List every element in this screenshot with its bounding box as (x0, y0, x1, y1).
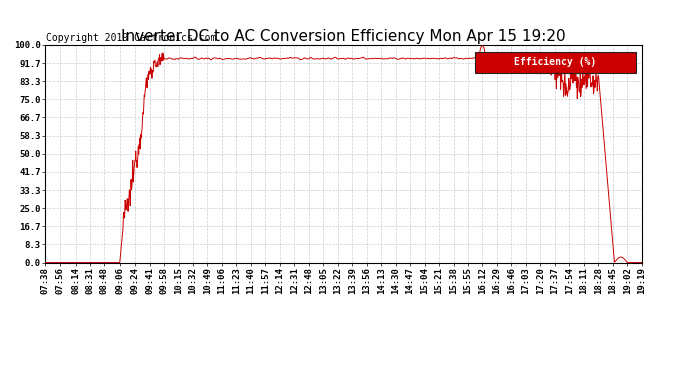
Title: Inverter DC to AC Conversion Efficiency Mon Apr 15 19:20: Inverter DC to AC Conversion Efficiency … (121, 29, 566, 44)
Text: Copyright 2019 Cartronics.com: Copyright 2019 Cartronics.com (46, 33, 217, 43)
FancyBboxPatch shape (475, 51, 635, 73)
Text: Efficiency (%): Efficiency (%) (514, 57, 596, 68)
